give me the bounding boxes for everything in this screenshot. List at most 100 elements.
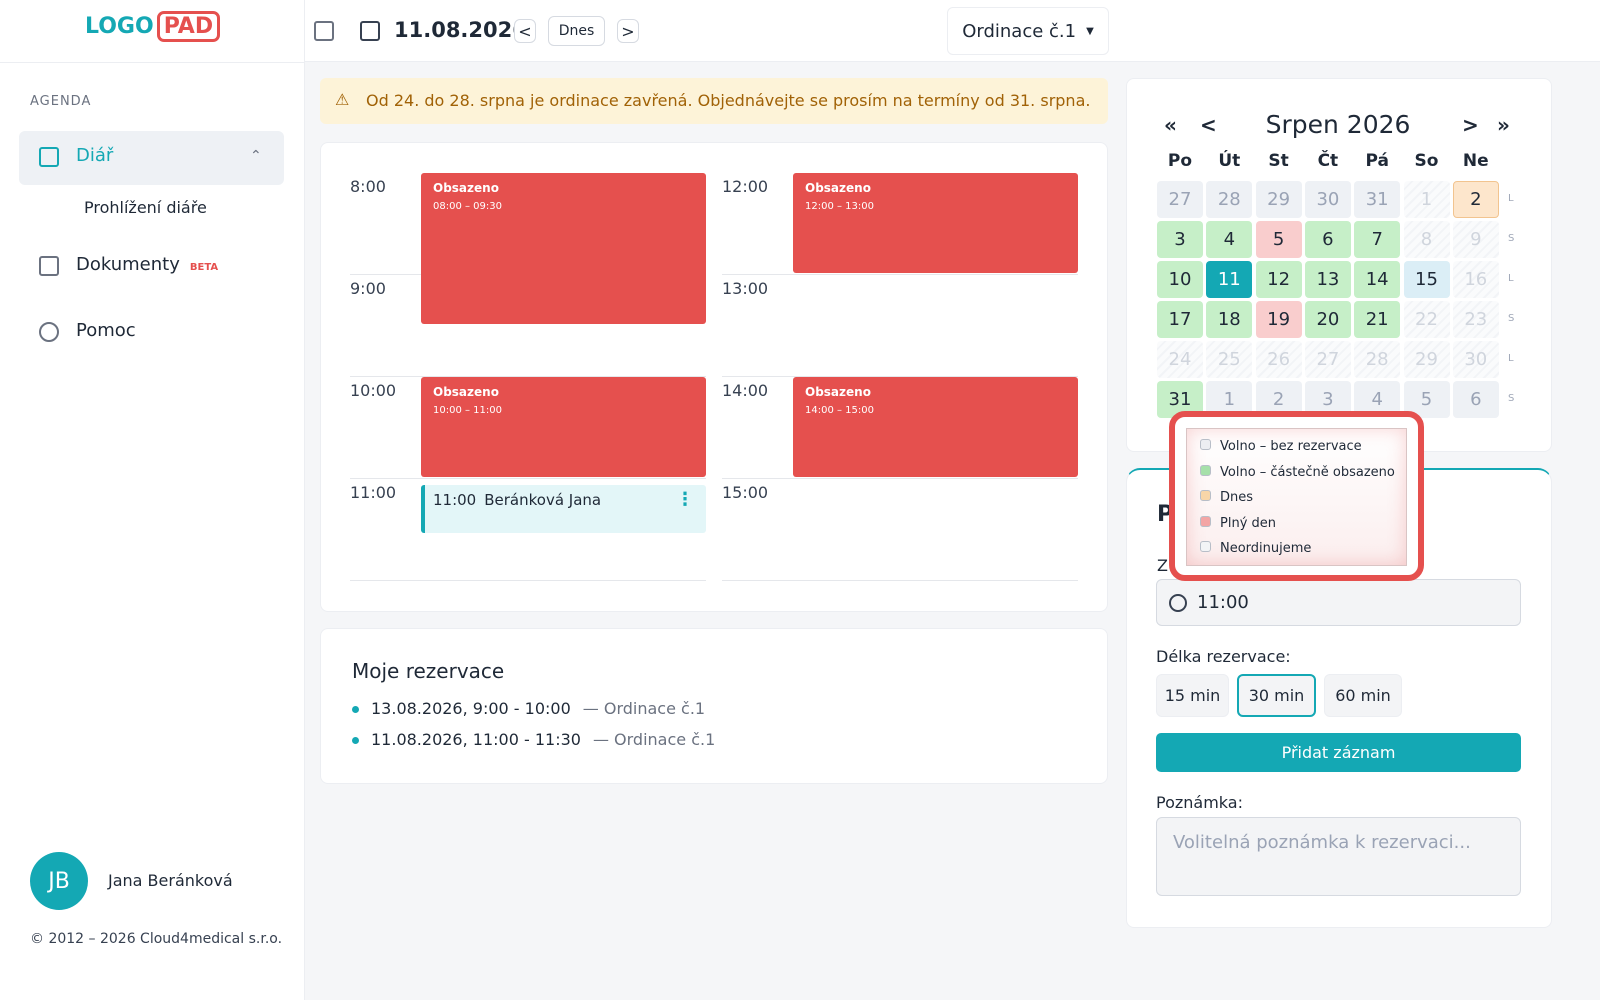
day-cell[interactable]: 5 (1255, 221, 1302, 258)
menu-icon: ⋮ (676, 489, 694, 510)
day-cell[interactable]: 4 (1206, 221, 1253, 258)
busy-slot: Obsazeno 10:00 – 11:00 (421, 377, 706, 477)
day-cell[interactable]: 17 (1157, 301, 1203, 338)
legend-item: Plný den (1200, 515, 1276, 531)
slot-time: 10:00 – 11:00 (433, 405, 502, 416)
month-nav[interactable]: « (1164, 113, 1177, 137)
alert-icon: ⚠ (335, 90, 350, 109)
day-cell: 28 (1354, 341, 1401, 378)
day-cell[interactable]: 11 (1206, 261, 1253, 298)
hour-label: 12:00 (722, 177, 769, 196)
slot-title: Obsazeno (805, 385, 871, 399)
day-cell[interactable]: 30 (1304, 181, 1351, 218)
day-cell[interactable]: 7 (1354, 221, 1401, 258)
prev-day[interactable]: < (514, 19, 536, 43)
hour-line (722, 274, 1078, 275)
nav-item[interactable]: Diář (76, 145, 113, 166)
day-cell[interactable]: 19 (1255, 301, 1302, 338)
legend-swatch (1200, 464, 1211, 476)
day-cell[interactable]: 15 (1403, 261, 1450, 298)
copyright: © 2012 – 2026 Cloud4medical s.r.o. (30, 931, 283, 947)
day-cell[interactable]: 6 (1452, 381, 1499, 418)
day-cell[interactable]: 28 (1206, 181, 1253, 218)
day-cell[interactable]: 3 (1157, 221, 1203, 258)
reservation-where: — Ordinace č.1 (592, 730, 716, 749)
slot-title: Obsazeno (433, 181, 499, 195)
legend-label: Neordinujeme (1220, 541, 1312, 556)
office-select[interactable]: Ordinace č.1 ▼ (947, 7, 1109, 55)
sidebar-toggle[interactable] (314, 21, 334, 41)
month-nav[interactable]: < (1200, 113, 1217, 137)
today-button[interactable]: Dnes (548, 16, 605, 46)
bullet (352, 737, 359, 744)
day-cell[interactable]: 31 (1354, 181, 1401, 218)
day-cell[interactable]: 29 (1255, 181, 1302, 218)
week-tag: S (1508, 393, 1515, 404)
day-cell[interactable]: 18 (1206, 301, 1253, 338)
note-input[interactable]: Volitelná poznámka k rezervaci... (1156, 817, 1521, 896)
day-cell[interactable]: 27 (1157, 181, 1203, 218)
hour-line (350, 376, 706, 377)
month-nav[interactable]: > (1462, 113, 1479, 137)
day-cell: 16 (1452, 261, 1499, 298)
user-name[interactable]: Jana Beránková (108, 871, 233, 890)
day-cell: 9 (1452, 221, 1499, 258)
nav-label: Dokumenty (76, 254, 180, 275)
weekday: Čt (1317, 151, 1339, 171)
slot-time: 14:00 – 15:00 (805, 405, 874, 416)
date: 11.08.2026 (394, 18, 527, 42)
month-nav[interactable]: » (1497, 113, 1510, 137)
calendar-icon (360, 21, 380, 41)
hour-line (350, 478, 706, 479)
weekday: St (1268, 151, 1289, 171)
reservation-item: 13.08.2026, 9:00 - 10:00 — Ordinace č.1 (352, 699, 705, 718)
note-label: Poznámka: (1156, 793, 1243, 812)
reservation-when: 11.08.2026, 11:00 - 11:30 (371, 730, 581, 749)
nav-item[interactable]: Pomoc (76, 320, 136, 341)
day-cell[interactable]: 10 (1157, 261, 1203, 298)
alert: Od 24. do 28. srpna je ordinace zavřená.… (320, 78, 1108, 124)
nav-active-bg (19, 131, 284, 185)
duration-option[interactable]: 15 min (1156, 674, 1229, 717)
legend-item: Dnes (1200, 490, 1253, 505)
hour-label: 10:00 (350, 381, 397, 400)
submit-button[interactable]: Přidat záznam (1156, 733, 1521, 772)
day-cell[interactable]: 21 (1354, 301, 1401, 338)
duration-label: Délka rezervace: (1156, 647, 1291, 666)
nav-icon (39, 256, 59, 276)
reservation-when: 13.08.2026, 9:00 - 10:00 (371, 699, 571, 718)
time-input[interactable]: 11:00 (1156, 579, 1521, 626)
duration-option[interactable]: 30 min (1237, 674, 1316, 717)
hour-label: 15:00 (722, 483, 769, 502)
legend-swatch (1200, 490, 1211, 501)
day-cell[interactable]: 5 (1403, 381, 1450, 418)
nav-label: Pomoc (76, 320, 136, 341)
week-tag: L (1508, 273, 1514, 284)
nav-label: Diář (76, 145, 114, 166)
day-cell[interactable]: 2 (1452, 181, 1499, 218)
hour-line (722, 376, 1078, 377)
duration-option[interactable]: 60 min (1324, 674, 1402, 717)
weekday: Út (1218, 151, 1241, 171)
nav-item[interactable]: Dokumenty BETA (76, 254, 218, 275)
nav-icon (39, 322, 59, 342)
day-cell[interactable]: 20 (1304, 301, 1351, 338)
day-cell[interactable]: 6 (1304, 221, 1351, 258)
hour-label: 8:00 (350, 177, 386, 196)
reservation-slot[interactable]: 11:00 Beránková Jana ⋮ (421, 485, 706, 533)
time-label: Z (1157, 556, 1168, 575)
day-cell[interactable]: 14 (1354, 261, 1401, 298)
hour-label: 13:00 (722, 279, 769, 298)
office-name: Ordinace č.1 (962, 20, 1077, 42)
nav-subitem[interactable]: Prohlížení diáře (84, 198, 207, 217)
logo: LOGO PAD (85, 11, 221, 42)
day-cell[interactable]: 13 (1304, 261, 1351, 298)
next-day[interactable]: > (617, 19, 639, 43)
weekday: So (1414, 151, 1439, 171)
legend-label: Dnes (1220, 490, 1254, 505)
day-cell[interactable]: 12 (1255, 261, 1302, 298)
week-tag: L (1508, 193, 1514, 204)
weekday: Po (1167, 151, 1193, 171)
